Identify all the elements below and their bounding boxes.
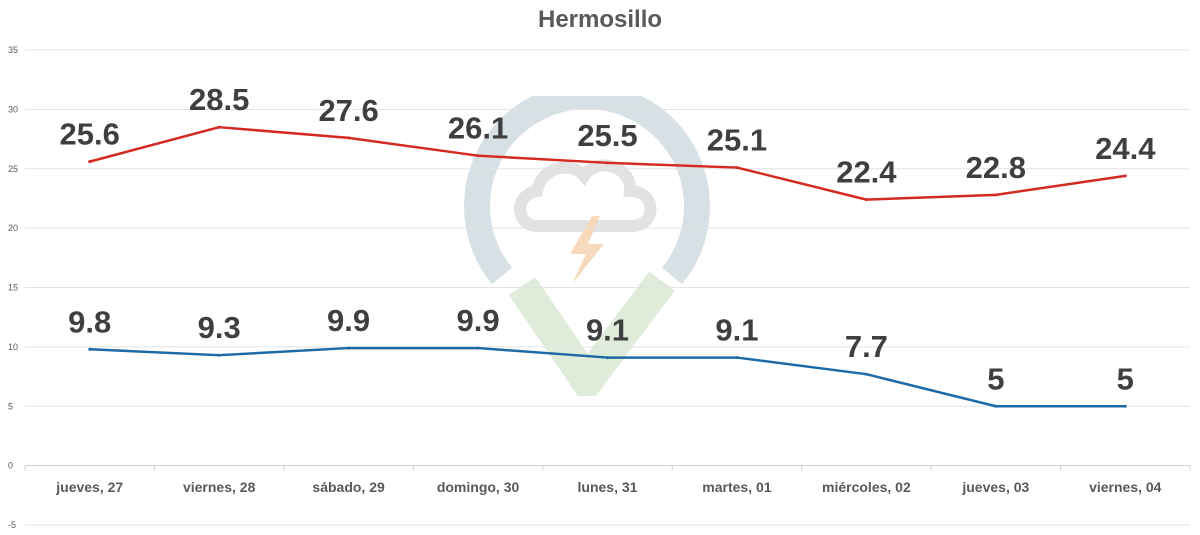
data-point — [735, 356, 739, 360]
data-point — [606, 356, 609, 360]
data-label: 22.4 — [836, 155, 897, 190]
data-label: 25.1 — [707, 123, 767, 158]
data-label: 9.1 — [586, 313, 629, 348]
chart-title: Hermosillo — [537, 6, 663, 33]
data-point — [864, 198, 868, 202]
y-tick-label: 30 — [8, 104, 18, 114]
data-label: 24.4 — [1095, 131, 1156, 166]
data-point — [347, 136, 351, 140]
data-label: 26.1 — [448, 111, 508, 146]
data-label: 25.6 — [60, 117, 120, 152]
x-tick-label: viernes, 28 — [183, 479, 256, 495]
data-point — [735, 166, 739, 170]
data-point — [347, 346, 351, 350]
data-point — [994, 193, 998, 197]
x-tick-label: martes, 01 — [702, 479, 771, 495]
data-label: 9.9 — [327, 303, 370, 338]
data-label: 9.8 — [68, 304, 111, 339]
watermark-logo-icon — [464, 96, 710, 396]
data-point — [1123, 404, 1127, 408]
data-label: 27.6 — [318, 93, 378, 128]
data-point — [864, 372, 868, 376]
x-tick-label: sábado, 29 — [312, 479, 385, 495]
data-point — [476, 346, 480, 350]
x-tick-label: jueves, 27 — [55, 479, 123, 495]
y-tick-label: 20 — [8, 223, 18, 233]
y-tick-label: 10 — [8, 342, 18, 352]
y-tick-label: 5 — [8, 401, 13, 411]
x-tick-label: viernes, 04 — [1089, 479, 1162, 495]
data-label: 9.3 — [198, 310, 241, 345]
data-point — [88, 347, 92, 351]
x-tick-label: lunes, 31 — [578, 479, 638, 495]
data-label: 5 — [1117, 361, 1134, 396]
data-point — [217, 125, 221, 129]
data-label: 5 — [987, 361, 1004, 396]
data-label: 9.1 — [715, 313, 758, 348]
x-tick-label: jueves, 03 — [961, 479, 1029, 495]
y-tick-label: 15 — [8, 283, 18, 293]
y-tick-label: 0 — [8, 461, 13, 471]
data-point — [476, 154, 480, 158]
y-tick-label: 25 — [8, 164, 18, 174]
y-tick-label: 35 — [8, 45, 18, 55]
data-point — [217, 353, 221, 357]
y-tick-label: -5 — [8, 520, 16, 530]
x-tick-label: domingo, 30 — [437, 479, 520, 495]
data-label: 7.7 — [845, 329, 888, 364]
data-label: 25.5 — [577, 118, 637, 153]
x-tick-label: miércoles, 02 — [822, 479, 911, 495]
data-point — [606, 161, 609, 165]
data-point — [1123, 174, 1127, 178]
data-label: 28.5 — [189, 82, 249, 117]
data-point — [994, 404, 998, 408]
data-point — [88, 160, 92, 164]
data-label: 22.8 — [966, 150, 1026, 185]
data-label: 9.9 — [457, 303, 500, 338]
